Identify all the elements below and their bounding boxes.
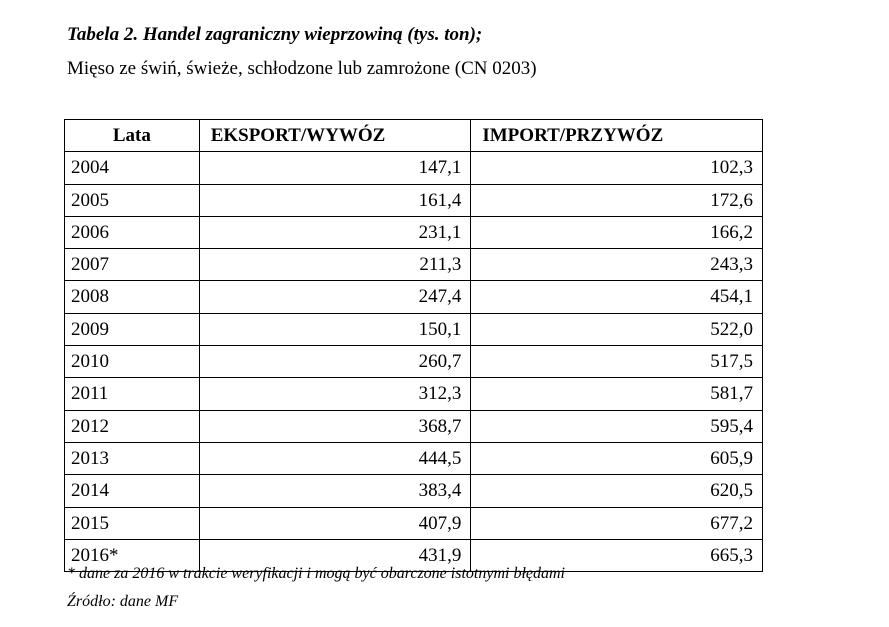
cell-year: 2014 [64, 474, 200, 508]
cell-export: 161,4 [198, 183, 472, 217]
cell-export: 260,7 [198, 345, 472, 379]
cell-import: 595,4 [470, 409, 763, 443]
column-header-year: Lata [64, 118, 200, 153]
table-row: 2013 444,5 605,9 [64, 441, 763, 476]
table-row: 2015 407,9 677,2 [64, 506, 763, 540]
cell-import: 517,5 [470, 345, 763, 379]
trade-table: Lata EKSPORT/WYWÓZ IMPORT/PRZYWÓZ 2004 14… [64, 118, 763, 573]
table-row: 2010 260,7 517,5 [64, 345, 763, 379]
cell-year: 2015 [64, 506, 200, 540]
cell-export: 147,1 [198, 151, 472, 185]
cell-export: 312,3 [198, 377, 472, 411]
cell-year: 2008 [64, 280, 200, 314]
cell-year: 2013 [64, 441, 200, 476]
cell-year: 2012 [64, 409, 200, 443]
cell-year: 2005 [64, 183, 200, 217]
table-row: 2016* 431,9 665,3 [64, 538, 763, 573]
cell-export: 383,4 [198, 474, 472, 508]
table-row: 2007 211,3 243,3 [64, 248, 763, 282]
cell-export: 407,9 [198, 506, 472, 540]
cell-year: 2009 [64, 312, 200, 347]
cell-import: 620,5 [470, 474, 763, 508]
cell-export: 444,5 [198, 441, 472, 476]
cell-year: 2007 [64, 248, 200, 282]
column-header-export: EKSPORT/WYWÓZ [198, 118, 472, 153]
cell-year: 2006 [64, 215, 200, 250]
source-note: Źródło: dane MF [67, 593, 179, 610]
cell-year: 2016* [64, 538, 200, 573]
cell-import: 665,3 [470, 538, 763, 573]
cell-import: 581,7 [470, 377, 763, 411]
table-title: Tabela 2. Handel zagraniczny wieprzowiną… [67, 24, 483, 45]
column-header-import: IMPORT/PRZYWÓZ [470, 118, 763, 153]
cell-year: 2010 [64, 345, 200, 379]
cell-import: 677,2 [470, 506, 763, 540]
cell-import: 166,2 [470, 215, 763, 250]
cell-export: 150,1 [198, 312, 472, 347]
cell-export: 247,4 [198, 280, 472, 314]
cell-import: 454,1 [470, 280, 763, 314]
table-row: 2012 368,7 595,4 [64, 409, 763, 443]
table-row: 2014 383,4 620,5 [64, 474, 763, 508]
cell-import: 522,0 [470, 312, 763, 347]
cell-import: 243,3 [470, 248, 763, 282]
table-row: 2009 150,1 522,0 [64, 312, 763, 347]
table-row: 2006 231,1 166,2 [64, 215, 763, 250]
cell-export: 368,7 [198, 409, 472, 443]
table-row: 2004 147,1 102,3 [64, 151, 763, 185]
cell-export: 231,1 [198, 215, 472, 250]
cell-import: 172,6 [470, 183, 763, 217]
table-body: 2004 147,1 102,3 2005 161,4 172,6 2006 231,1 166… [64, 151, 763, 573]
cell-import: 605,9 [470, 441, 763, 476]
cell-year: 2011 [64, 377, 200, 411]
cell-import: 102,3 [470, 151, 763, 185]
cell-export: 431,9 [198, 538, 472, 573]
footnote: * dane za 2016 w trakcie weryfikacji i m… [67, 565, 565, 582]
table-header-row: Lata EKSPORT/WYWÓZ IMPORT/PRZYWÓZ [64, 118, 763, 153]
table-row: 2005 161,4 172,6 [64, 183, 763, 217]
cell-export: 211,3 [198, 248, 472, 282]
table-row: 2011 312,3 581,7 [64, 377, 763, 411]
table-subtitle: Mięso ze świń, świeże, schłodzone lub za… [67, 58, 537, 79]
table-row: 2008 247,4 454,1 [64, 280, 763, 314]
cell-year: 2004 [64, 151, 200, 185]
